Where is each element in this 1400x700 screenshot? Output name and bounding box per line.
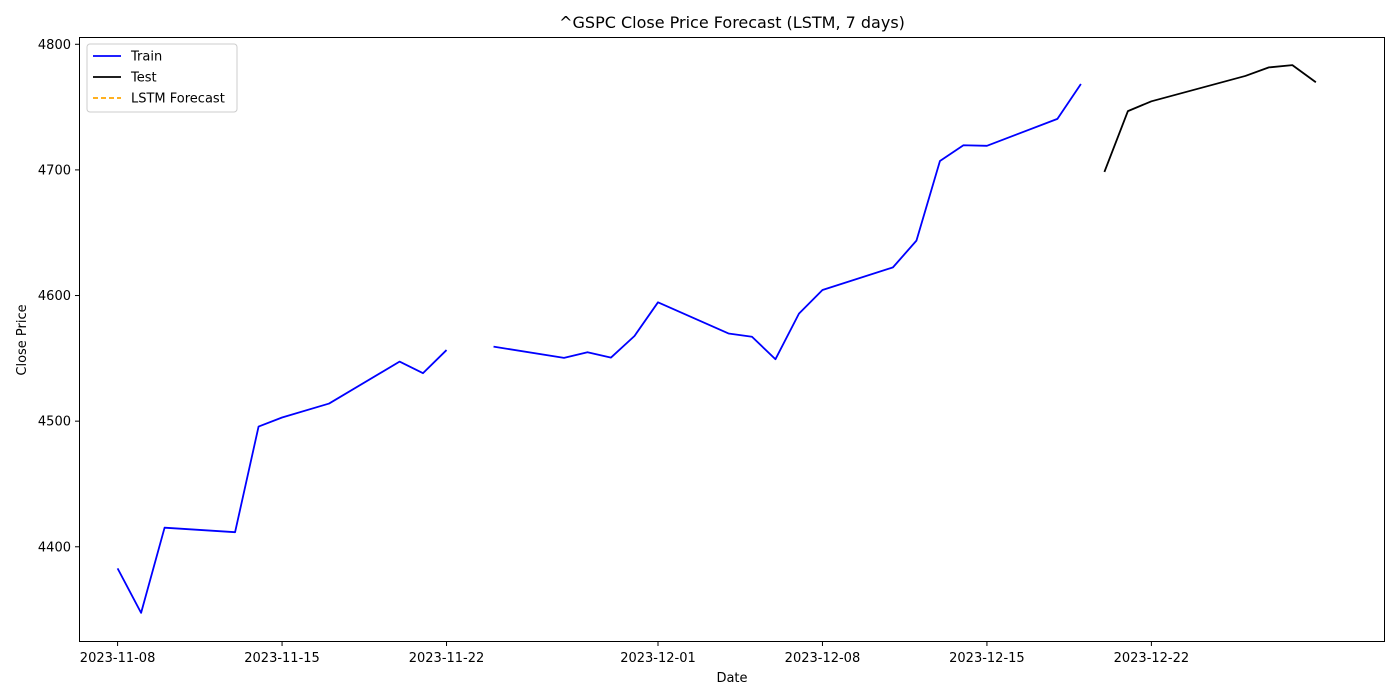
y-tick-label: 4800 bbox=[38, 38, 71, 53]
y-tick-label: 4400 bbox=[38, 540, 71, 555]
y-tick-label: 4500 bbox=[38, 415, 71, 430]
x-tick-label: 2023-11-15 bbox=[244, 651, 320, 666]
x-axis-label: Date bbox=[716, 671, 747, 686]
y-tick-label: 4600 bbox=[38, 289, 71, 304]
chart-title: ^GSPC Close Price Forecast (LSTM, 7 days… bbox=[559, 13, 905, 32]
x-tick-label: 2023-11-22 bbox=[409, 651, 485, 666]
y-axis-label: Close Price bbox=[15, 304, 30, 375]
series-line-train bbox=[116, 349, 448, 614]
x-tick-label: 2023-12-01 bbox=[620, 651, 696, 666]
legend: Train Test LSTM Forecast bbox=[86, 43, 238, 113]
plot-area-frame bbox=[79, 37, 1385, 642]
x-tick-label: 2023-12-22 bbox=[1114, 651, 1190, 666]
y-tick-label: 4700 bbox=[38, 163, 71, 178]
x-tick-label: 2023-12-08 bbox=[785, 651, 861, 666]
series-line-test bbox=[1103, 64, 1317, 173]
x-axis: 2023-11-08 2023-11-15 2023-11-22 2023-12-01… bbox=[80, 641, 1189, 666]
legend-entry: Train bbox=[130, 50, 162, 65]
legend-box bbox=[86, 43, 238, 113]
x-tick-label: 2023-11-08 bbox=[80, 651, 156, 666]
y-axis: 4400 4500 4600 4700 4800 bbox=[38, 38, 80, 555]
series-line-train bbox=[493, 83, 1082, 361]
x-tick-label: 2023-12-15 bbox=[949, 651, 1025, 666]
plot-marks bbox=[116, 64, 1317, 614]
legend-entry: Test bbox=[130, 71, 157, 86]
legend-entry: LSTM Forecast bbox=[131, 92, 225, 107]
